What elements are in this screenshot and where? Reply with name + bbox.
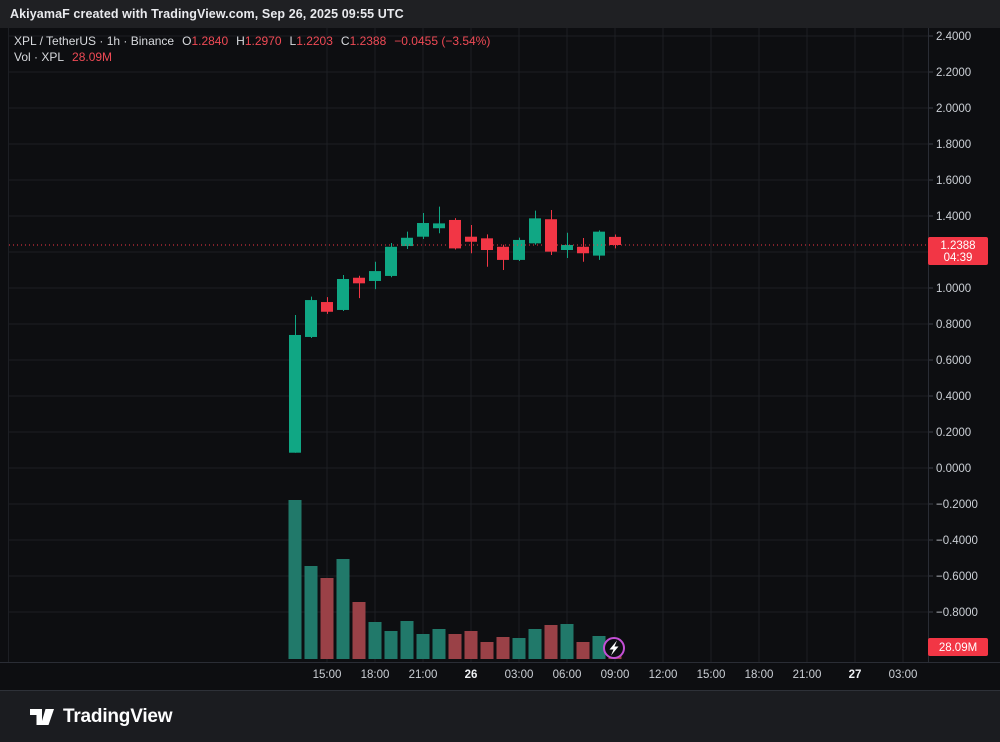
price-axis-label: 1.0000 bbox=[936, 283, 971, 295]
price-axis-label: 0.2000 bbox=[936, 427, 971, 439]
chart-region: XPL / TetherUS · 1h · Binance O1.2840 H1… bbox=[0, 28, 1000, 690]
candle-body bbox=[497, 246, 509, 260]
time-axis-label: 18:00 bbox=[745, 669, 774, 681]
price-axis-label: 2.2000 bbox=[936, 67, 971, 79]
price-axis-label: 1.8000 bbox=[936, 139, 971, 151]
price-axis-label: 1.6000 bbox=[936, 175, 971, 187]
legend-volume-row: Vol · XPL 28.09M bbox=[14, 49, 490, 65]
candle-countdown: 04:39 bbox=[944, 252, 973, 264]
price-axis-label: 0.6000 bbox=[936, 355, 971, 367]
candle-body bbox=[305, 300, 317, 337]
ohlc-high-label: H bbox=[236, 34, 245, 48]
candle-body bbox=[561, 244, 573, 251]
legend-symbol-row: XPL / TetherUS · 1h · Binance O1.2840 H1… bbox=[14, 33, 490, 49]
time-axis-label: 15:00 bbox=[313, 669, 342, 681]
volume-bar bbox=[384, 631, 398, 659]
ohlc-close-value: 1.2388 bbox=[349, 34, 387, 48]
ohlc-open-value: 1.2840 bbox=[191, 34, 229, 48]
price-axis-label: 0.0000 bbox=[936, 463, 971, 475]
attribution-text: AkiyamaF created with TradingView.com, S… bbox=[10, 7, 404, 21]
candle-body bbox=[433, 223, 445, 229]
price-axis-label: 2.0000 bbox=[936, 103, 971, 115]
candle-body bbox=[417, 223, 429, 237]
tradingview-logo-text: TradingView bbox=[63, 705, 173, 727]
time-axis-label: 26 bbox=[465, 669, 478, 681]
volume-bar bbox=[496, 637, 510, 659]
volume-bar bbox=[448, 634, 462, 659]
volume-bar bbox=[576, 642, 590, 659]
price-axis-label: 2.4000 bbox=[936, 31, 971, 43]
candle-body bbox=[481, 238, 493, 251]
candle-body bbox=[513, 239, 525, 260]
time-axis-label: 21:00 bbox=[409, 669, 438, 681]
last-price-value: 1.2388 bbox=[940, 240, 975, 252]
volume-bar bbox=[336, 559, 350, 659]
volume-bar bbox=[592, 636, 606, 659]
candle-body bbox=[353, 277, 365, 284]
time-axis-label: 03:00 bbox=[505, 669, 534, 681]
attribution-bar: AkiyamaF created with TradingView.com, S… bbox=[0, 0, 1000, 28]
ohlc-close-label: C bbox=[340, 34, 350, 48]
footer-bar: TradingView bbox=[0, 690, 1000, 742]
price-axis-label: −0.8000 bbox=[936, 607, 978, 619]
candle-body bbox=[529, 218, 541, 244]
candle-body bbox=[321, 302, 333, 312]
price-axis-label: −0.2000 bbox=[936, 499, 978, 511]
volume-value-label: 28.09M bbox=[939, 642, 977, 654]
ohlc-low-label: L bbox=[289, 34, 297, 48]
volume-indicator-label[interactable]: Vol · XPL bbox=[14, 50, 65, 64]
candle-body bbox=[385, 246, 397, 276]
ohlc-high-value: 1.2970 bbox=[244, 34, 282, 48]
time-axis-label: 27 bbox=[849, 669, 862, 681]
volume-bar bbox=[352, 602, 366, 659]
volume-indicator-value: 28.09M bbox=[72, 50, 113, 64]
volume-bar bbox=[304, 566, 318, 659]
candle-body bbox=[577, 246, 589, 254]
volume-bar bbox=[416, 634, 430, 659]
candle-body bbox=[609, 236, 621, 246]
price-axis-label: 0.8000 bbox=[936, 319, 971, 331]
candle-body bbox=[289, 334, 301, 453]
ohlc-low-value: 1.2203 bbox=[296, 34, 333, 48]
volume-bar bbox=[544, 625, 558, 659]
volume-bar bbox=[560, 624, 574, 659]
volume-bar bbox=[432, 629, 446, 659]
candle-body bbox=[593, 231, 605, 256]
volume-bar bbox=[400, 621, 414, 659]
time-axis-label: 15:00 bbox=[697, 669, 726, 681]
time-axis-label: 12:00 bbox=[649, 669, 678, 681]
ohlc-open-label: O bbox=[182, 34, 192, 48]
price-axis-label: −0.6000 bbox=[936, 571, 978, 583]
tradingview-logo-mark bbox=[30, 708, 54, 725]
change-value: −0.0455 (−3.54%) bbox=[394, 34, 491, 48]
volume-bar bbox=[368, 622, 382, 659]
volume-bar bbox=[464, 631, 478, 659]
price-axis-label: −0.4000 bbox=[936, 535, 978, 547]
candle-body bbox=[465, 236, 477, 242]
candle-body bbox=[449, 219, 461, 249]
tradingview-logo[interactable]: TradingView bbox=[30, 705, 173, 728]
symbol-title[interactable]: XPL / TetherUS · 1h · Binance bbox=[14, 34, 175, 48]
time-axis-label: 06:00 bbox=[553, 669, 582, 681]
lightning-bolt-icon bbox=[609, 640, 619, 656]
volume-bar bbox=[528, 629, 542, 659]
last-price-label-box[interactable] bbox=[928, 237, 988, 266]
volume-value-label-box bbox=[928, 638, 988, 656]
time-axis-label: 21:00 bbox=[793, 669, 822, 681]
time-axis-label: 03:00 bbox=[889, 669, 918, 681]
time-axis-label: 09:00 bbox=[601, 669, 630, 681]
volume-bar bbox=[480, 642, 494, 659]
volume-bar bbox=[320, 578, 334, 659]
chart-legend[interactable]: XPL / TetherUS · 1h · Binance O1.2840 H1… bbox=[14, 33, 490, 65]
candle-body bbox=[369, 271, 381, 281]
volume-bar bbox=[512, 638, 526, 659]
volume-bar bbox=[288, 500, 302, 659]
price-axis-label: 1.4000 bbox=[936, 211, 971, 223]
price-axis-label: 0.4000 bbox=[936, 391, 971, 403]
chart-plot[interactable]: 2.4000 2.2000 2.0000 1.8000 1.6000 1.4000 1.00… bbox=[0, 28, 1000, 690]
candle-body bbox=[401, 237, 413, 247]
time-axis-label: 18:00 bbox=[361, 669, 390, 681]
candle-body bbox=[545, 219, 557, 252]
candle-body bbox=[337, 279, 349, 310]
